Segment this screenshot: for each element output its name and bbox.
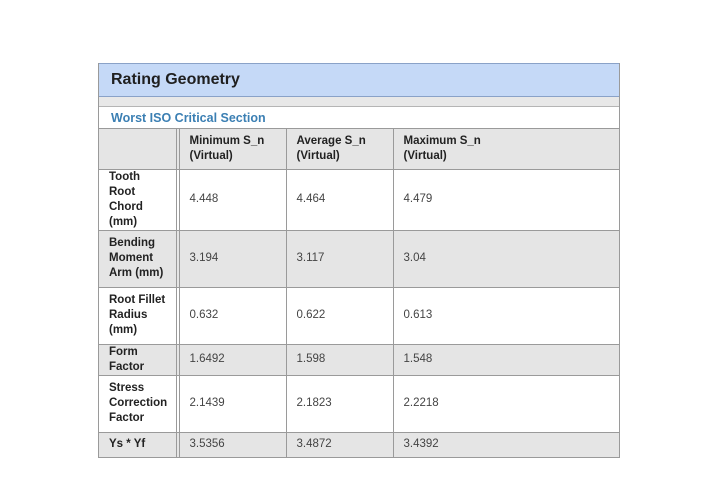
cell-minimum: 3.194 [178,229,287,288]
cell-average: 1.598 [285,343,394,376]
cell-minimum: 4.448 [178,168,287,231]
cell-maximum: 1.548 [392,343,619,376]
cell-average: 3.4872 [285,431,394,458]
cell-minimum: 1.6492 [178,343,287,376]
header-cell-label [99,129,177,170]
cell-minimum: 2.1439 [178,374,287,433]
table-header-row: Minimum S_n (Virtual) Average S_n (Virtu… [99,129,619,170]
row-label-bending-moment-arm: Bending Moment Arm (mm) [99,229,177,288]
panel-title: Rating Geometry [99,63,619,97]
header-cell-maximum: Maximum S_n (Virtual) [392,129,619,170]
row-label-stress-correction-factor: Stress Correction Factor [99,374,177,433]
table-row: Bending Moment Arm (mm) 3.194 3.117 3.04 [99,229,619,288]
header-cell-average: Average S_n (Virtual) [285,129,394,170]
cell-maximum: 4.479 [392,168,619,231]
table-row: Stress Correction Factor 2.1439 2.1823 2… [99,374,619,433]
row-label-tooth-root-chord: Tooth Root Chord (mm) [99,168,177,231]
row-label-root-fillet-radius: Root Fillet Radius (mm) [99,286,177,345]
section-title: Worst ISO Critical Section [99,107,619,129]
cell-maximum: 2.2218 [392,374,619,433]
panel-divider [99,97,619,107]
rating-geometry-table: Minimum S_n (Virtual) Average S_n (Virtu… [99,129,619,458]
table-row: Ys * Yf 3.5356 3.4872 3.4392 [99,431,619,458]
table-row: Tooth Root Chord (mm) 4.448 4.464 4.479 [99,168,619,231]
cell-maximum: 3.4392 [392,431,619,458]
cell-minimum: 3.5356 [178,431,287,458]
table-row: Root Fillet Radius (mm) 0.632 0.622 0.61… [99,286,619,345]
cell-average: 3.117 [285,229,394,288]
header-cell-minimum: Minimum S_n (Virtual) [178,129,287,170]
cell-maximum: 0.613 [392,286,619,345]
cell-minimum: 0.632 [178,286,287,345]
cell-average: 4.464 [285,168,394,231]
table-row: Form Factor 1.6492 1.598 1.548 [99,343,619,376]
rating-geometry-panel: Rating Geometry Worst ISO Critical Secti… [98,63,620,458]
row-label-ys-yf: Ys * Yf [99,431,177,458]
row-label-form-factor: Form Factor [99,343,177,376]
cell-maximum: 3.04 [392,229,619,288]
cell-average: 0.622 [285,286,394,345]
cell-average: 2.1823 [285,374,394,433]
